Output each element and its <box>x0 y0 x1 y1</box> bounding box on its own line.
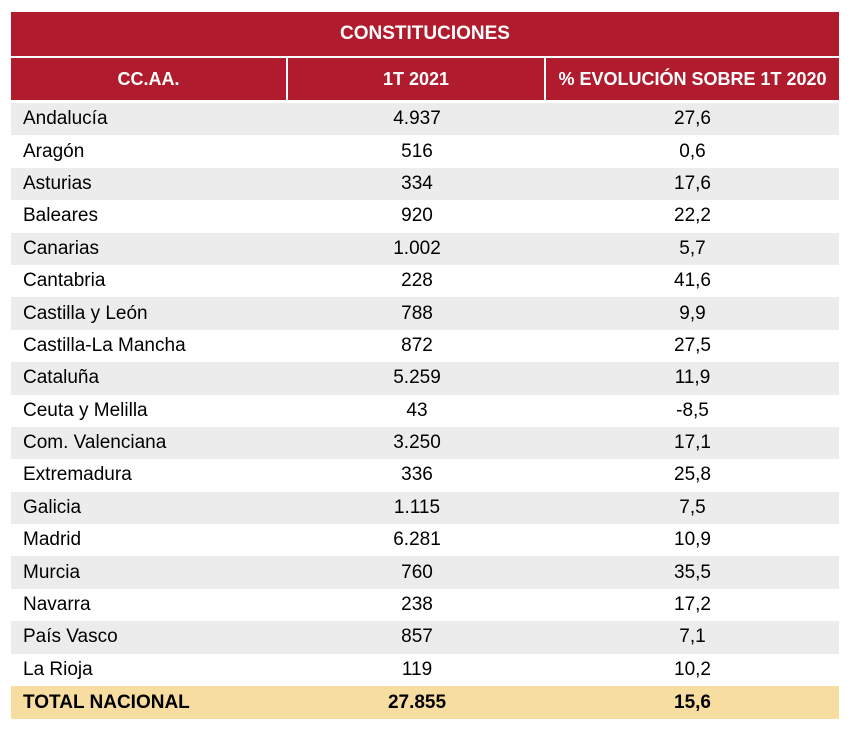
row-evolution: 9,9 <box>679 302 706 324</box>
row-evolution: 17,1 <box>674 432 711 454</box>
table-row: Baleares 920 22,2 <box>11 200 839 232</box>
row-value-1t-2021: 516 <box>401 140 433 162</box>
row-region-name: Extremadura <box>23 464 132 486</box>
row-region-name: Baleares <box>23 205 98 227</box>
row-value-1t-2021: 1.115 <box>393 496 441 518</box>
row-value-1t-2021: 3.250 <box>393 432 441 454</box>
row-value-1t-2021: 6.281 <box>393 529 441 551</box>
row-value-1t-2021: 228 <box>401 270 433 292</box>
table-row: Murcia 760 35,5 <box>11 556 839 589</box>
table-row: Asturias 334 17,6 <box>11 167 839 201</box>
table-row: Galicia 1.115 7,5 <box>11 491 839 525</box>
row-region-name: La Rioja <box>23 658 93 680</box>
row-value-1t-2021: 43 <box>406 399 428 421</box>
row-evolution: -8,5 <box>676 399 709 421</box>
header-1t-2021: 1T 2021 <box>288 58 546 100</box>
total-value: 27.855 <box>387 691 447 713</box>
row-region-name: Asturias <box>23 172 92 194</box>
row-evolution: 17,6 <box>674 172 711 194</box>
row-evolution: 27,5 <box>674 334 711 356</box>
constituciones-table: CONSTITUCIONES CC.AA. 1T 2021 % EVOLUCIÓ… <box>11 12 839 720</box>
row-evolution: 5,7 <box>679 237 706 259</box>
row-region-name: Aragón <box>23 140 85 162</box>
row-region-name: Castilla-La Mancha <box>23 334 186 356</box>
row-region-name: Andalucía <box>23 108 108 130</box>
table-row: Canarias 1.002 5,7 <box>11 232 839 265</box>
table-row: Extremadura 336 25,8 <box>11 459 839 491</box>
header-evolucion: % EVOLUCIÓN SOBRE 1T 2020 <box>546 58 839 100</box>
row-value-1t-2021: 4.937 <box>393 108 441 130</box>
row-value-1t-2021: 920 <box>401 205 433 227</box>
row-evolution: 27,6 <box>674 108 711 130</box>
table-row: Andalucía 4.937 27,6 <box>11 103 839 136</box>
header-row: CC.AA. 1T 2021 % EVOLUCIÓN SOBRE 1T 2020 <box>11 58 839 103</box>
row-evolution: 11,9 <box>674 367 711 389</box>
row-value-1t-2021: 238 <box>401 594 433 616</box>
row-value-1t-2021: 5.259 <box>393 367 441 389</box>
row-evolution: 25,8 <box>674 464 711 486</box>
row-value-1t-2021: 857 <box>401 626 433 648</box>
table-body: Andalucía 4.937 27,6 Aragón 516 0,6 Asturias 33… <box>11 103 839 686</box>
total-evolution: 15,6 <box>674 691 711 713</box>
row-region-name: Murcia <box>23 561 81 583</box>
row-evolution: 7,1 <box>679 626 706 648</box>
row-region-name: Castilla y León <box>23 302 148 324</box>
table-row: Castilla y León 788 9,9 <box>11 297 839 330</box>
row-value-1t-2021: 334 <box>401 172 433 194</box>
row-evolution: 17,2 <box>674 594 711 616</box>
row-region-name: País Vasco <box>23 626 118 648</box>
table-row: Castilla-La Mancha 872 27,5 <box>11 330 839 362</box>
row-region-name: Ceuta y Melilla <box>23 399 148 421</box>
table-row: Cantabria 228 41,6 <box>11 265 839 297</box>
table-row: Ceuta y Melilla 43 -8,5 <box>11 395 839 427</box>
row-value-1t-2021: 336 <box>401 464 433 486</box>
table-row: Com. Valenciana 3.250 17,1 <box>11 426 839 460</box>
row-region-name: Cataluña <box>23 367 100 389</box>
table-title: CONSTITUCIONES <box>11 12 839 58</box>
row-region-name: Navarra <box>23 594 91 616</box>
header-ccaa: CC.AA. <box>11 58 288 100</box>
table-row: Aragón 516 0,6 <box>11 135 839 167</box>
row-evolution: 0,6 <box>679 140 706 162</box>
row-region-name: Galicia <box>23 496 82 518</box>
row-evolution: 10,9 <box>674 529 711 551</box>
row-evolution: 7,5 <box>679 496 706 518</box>
row-evolution: 10,2 <box>674 658 711 680</box>
row-region-name: Madrid <box>23 529 82 551</box>
row-value-1t-2021: 119 <box>401 658 433 680</box>
table-row: País Vasco 857 7,1 <box>11 621 839 654</box>
total-label: TOTAL NACIONAL <box>23 691 190 713</box>
row-evolution: 35,5 <box>674 561 711 583</box>
row-region-name: Canarias <box>23 237 100 259</box>
table-row: La Rioja 119 10,2 <box>11 654 839 686</box>
row-evolution: 41,6 <box>674 270 711 292</box>
table-row: Cataluña 5.259 11,9 <box>11 362 839 395</box>
row-region-name: Com. Valenciana <box>23 432 167 454</box>
row-region-name: Cantabria <box>23 270 106 292</box>
table-row: Madrid 6.281 10,9 <box>11 524 839 556</box>
total-row: TOTAL NACIONAL 27.855 15,6 <box>11 686 839 720</box>
row-value-1t-2021: 1.002 <box>393 237 441 259</box>
row-evolution: 22,2 <box>674 205 711 227</box>
row-value-1t-2021: 788 <box>401 302 433 324</box>
table-row: Navarra 238 17,2 <box>11 589 839 621</box>
row-value-1t-2021: 872 <box>401 334 433 356</box>
row-value-1t-2021: 760 <box>401 561 433 583</box>
